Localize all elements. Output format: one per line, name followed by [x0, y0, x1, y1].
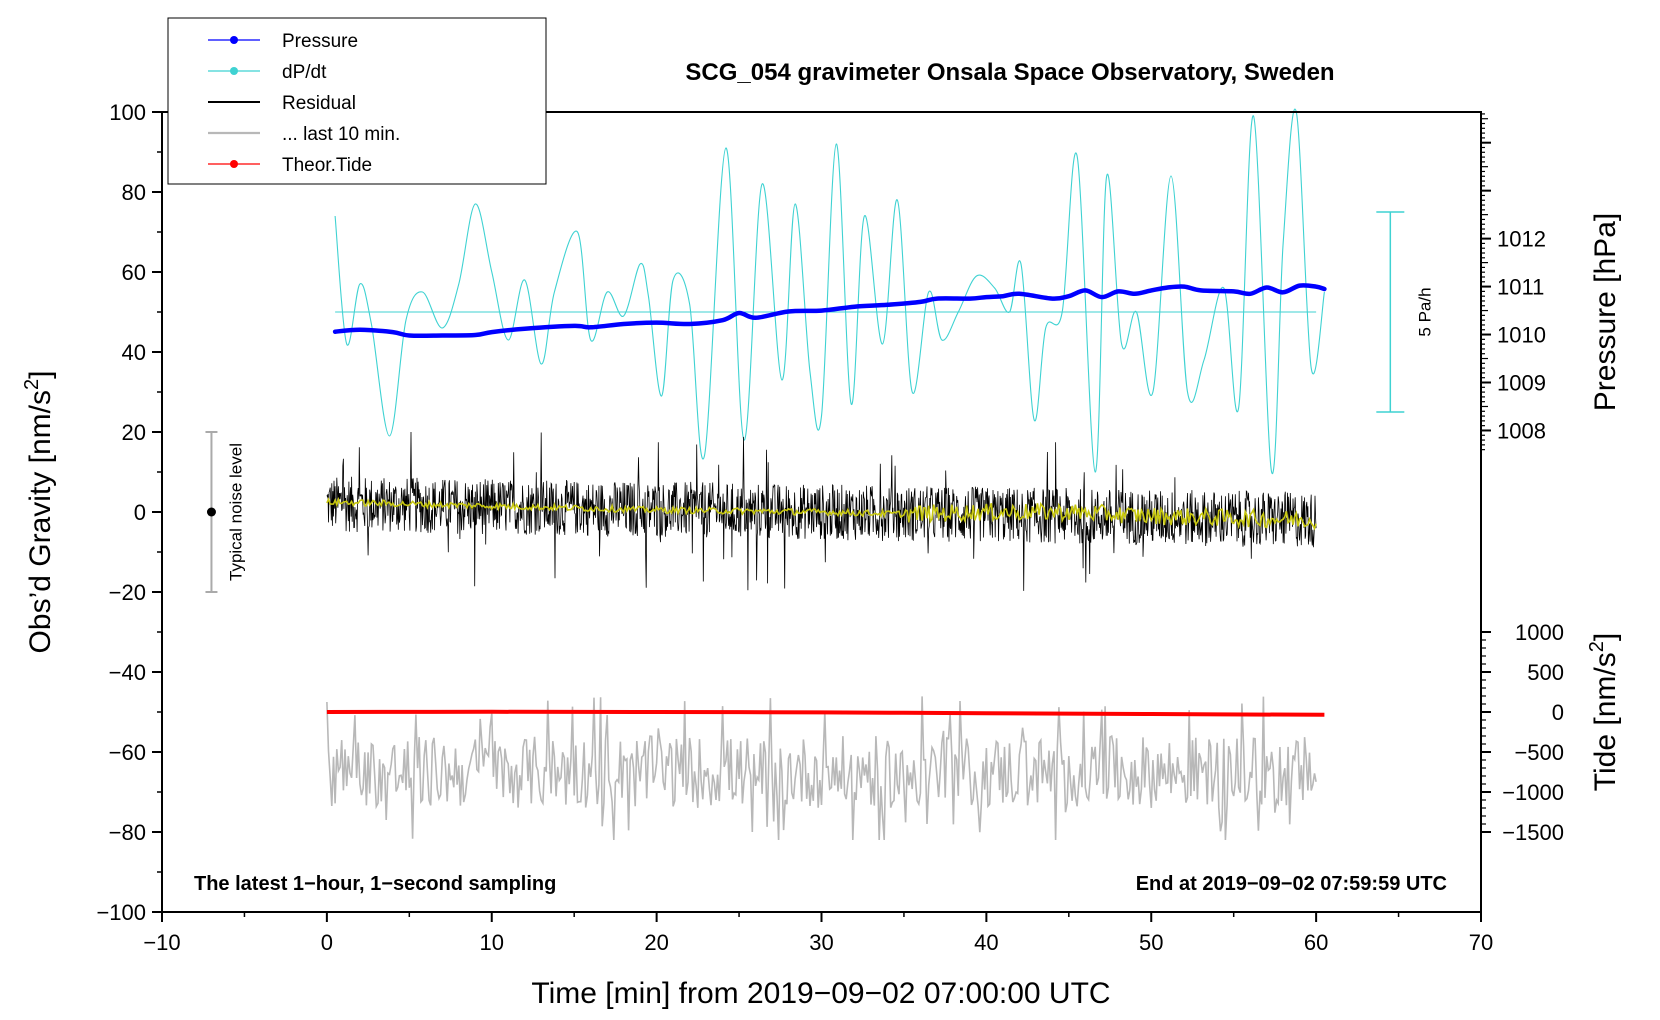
legend-label: Theor.Tide — [282, 155, 372, 176]
dpdt-scale-label: 5 Pa/h — [1415, 287, 1434, 336]
x-tick-label: 40 — [974, 930, 998, 955]
tide-tick-label: 0 — [1552, 700, 1564, 725]
x-tick-label: 50 — [1139, 930, 1163, 955]
series-pressure-line — [332, 283, 1327, 339]
legend-swatch-marker — [230, 67, 238, 75]
x-tick-label: 0 — [321, 930, 333, 955]
series-theor-tide-line — [326, 709, 1325, 717]
chart-title: SCG_054 gravimeter Onsala Space Observat… — [685, 59, 1334, 86]
noise-level-dot — [206, 507, 216, 517]
legend-label: Pressure — [282, 31, 358, 52]
y-tick-label: −100 — [96, 900, 146, 925]
x-tick-label: 60 — [1304, 930, 1328, 955]
y-axis-title-tide-sup: 2 — [1586, 641, 1608, 652]
tide-tick-label: 500 — [1527, 660, 1564, 685]
annotation-sampling: The latest 1−hour, 1−second sampling — [194, 873, 556, 895]
series-dpdt-line — [334, 108, 1325, 475]
y-tick-label: −80 — [109, 820, 146, 845]
y-tick-label: −20 — [109, 580, 146, 605]
x-tick-label: 30 — [809, 930, 833, 955]
y-axis-title-tide: Tide [nm/s2] — [1586, 633, 1622, 791]
y-tick-label: −60 — [109, 740, 146, 765]
legend-label: dP/dt — [282, 62, 327, 83]
y-tick-label: 60 — [122, 260, 146, 285]
y-axis-title-pressure: Pressure [hPa] — [1589, 213, 1622, 411]
y-tick-label: 40 — [122, 340, 146, 365]
pressure-tick-label: 1010 — [1497, 323, 1546, 348]
legend-swatch-marker — [230, 160, 238, 168]
y-tick-label: 80 — [122, 180, 146, 205]
y-axis-title-gravity-main: Obs’d Gravity [nm/s — [24, 390, 57, 653]
y-tick-label: 100 — [109, 100, 146, 125]
y-axis-title-tide-main: Tide [nm/s — [1589, 652, 1622, 791]
legend-label: ... last 10 min. — [282, 124, 400, 145]
pressure-tick-label: 1009 — [1497, 371, 1546, 396]
x-tick-label: −10 — [143, 930, 180, 955]
x-tick-label: 70 — [1469, 930, 1493, 955]
axes: −10 0 10 20 30 40 50 60 70−100−80−60−40−20020406… — [96, 100, 1564, 955]
legend-label: Residual — [282, 93, 356, 114]
y-axis-title-gravity: Obs’d Gravity [nm/s2] — [21, 371, 57, 654]
legend: Pressure dP/dt Residual ... last 10 min. The… — [167, 17, 547, 185]
y-tick-label: −40 — [109, 660, 146, 685]
series-residual-smoothed-line — [326, 496, 1317, 531]
pressure-tick-label: 1011 — [1497, 275, 1544, 300]
y-tick-label: 20 — [122, 420, 146, 445]
x-tick-label: 10 — [480, 930, 504, 955]
noise-level-label: Typical noise level — [226, 443, 245, 581]
y-axis-title-gravity-sup: 2 — [21, 379, 43, 390]
tide-tick-label: −1500 — [1502, 820, 1564, 845]
x-axis-title: Time [min] from 2019−09−02 07:00:00 UTC — [531, 977, 1110, 1010]
legend-swatch-marker — [230, 36, 238, 44]
plot-area — [326, 108, 1327, 841]
series-residual-line — [326, 431, 1317, 591]
x-tick-label: 20 — [644, 930, 668, 955]
noise-level-indicator: Typical noise level — [205, 431, 245, 593]
y-axis-title-tide-close: ] — [1589, 633, 1622, 641]
pressure-tick-label: 1008 — [1497, 418, 1546, 443]
series-last-10-min-line — [326, 696, 1317, 841]
y-axis-title-gravity-close: ] — [24, 371, 57, 379]
dpdt-scale-bar: 5 Pa/h — [1376, 211, 1434, 413]
pressure-tick-label: 1012 — [1497, 227, 1546, 252]
y-tick-label: 0 — [134, 500, 146, 525]
annotation-end-time: End at 2019−09−02 07:59:59 UTC — [1136, 873, 1447, 895]
tide-tick-label: −500 — [1514, 740, 1564, 765]
tide-tick-label: −1000 — [1502, 780, 1564, 805]
tide-tick-label: 1000 — [1515, 620, 1564, 645]
